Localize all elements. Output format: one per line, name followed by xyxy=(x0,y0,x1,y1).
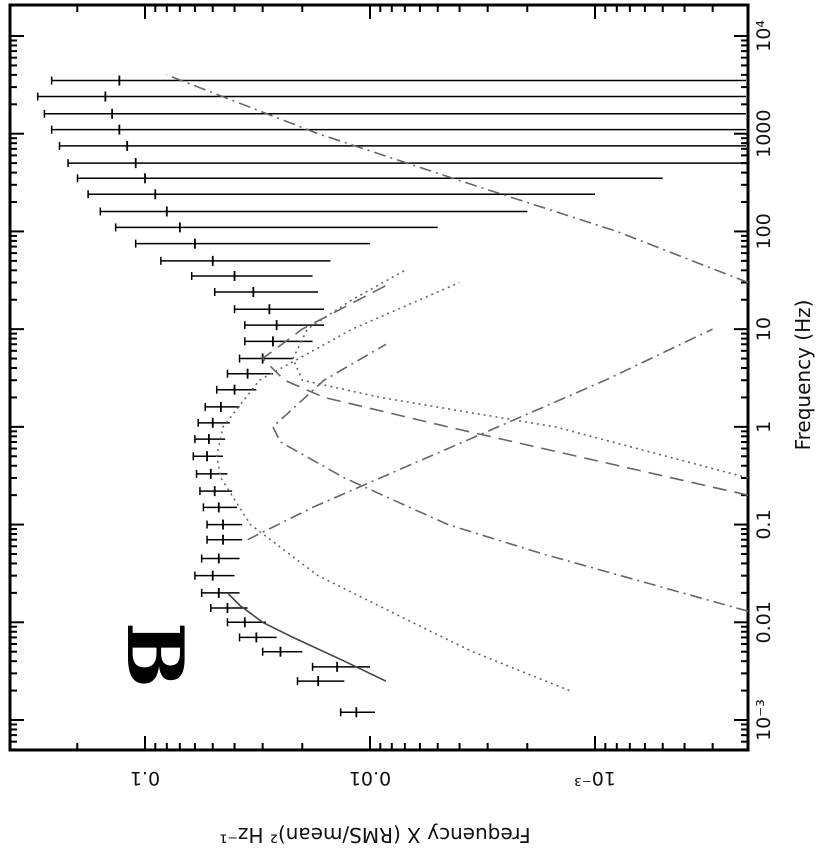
model-curve-dotted xyxy=(215,281,570,692)
model-curve-dash-dot xyxy=(166,74,749,284)
x-axis-title: Frequency (Hz) xyxy=(791,300,815,451)
x-tick-label: 10⁴ xyxy=(753,20,775,52)
data-layer xyxy=(36,75,746,718)
model-curve-dash-dot xyxy=(247,328,713,541)
y-axis-title: Frequency X (RMS/mean)² Hz⁻¹ xyxy=(219,823,530,847)
model-curve-dashed xyxy=(261,281,749,496)
x-tick-label: 0.1 xyxy=(753,509,775,539)
y-tick-label: 10⁻³ xyxy=(574,767,616,789)
frequency-axis-ticks: 10⁻³ 0.01 0.1 1 10 100 1000 10⁴ xyxy=(10,20,775,751)
model-curve-dash-dot xyxy=(271,343,749,612)
x-tick-label: 0.01 xyxy=(753,601,775,643)
x-tick-label: 10 xyxy=(753,317,775,341)
panel-label: B xyxy=(109,622,200,688)
y-tick-label: 0.01 xyxy=(349,767,391,789)
x-tick-label: 10⁻³ xyxy=(753,699,775,741)
labels-layer: B Frequency (Hz) Frequency X (RMS/mean)²… xyxy=(109,300,815,847)
plot-border xyxy=(8,3,750,752)
model-layer xyxy=(166,74,749,692)
model-curve-solid xyxy=(226,592,387,682)
x-tick-label: 1000 xyxy=(753,110,775,158)
plot-frame xyxy=(8,3,750,752)
y-tick-label: 0.1 xyxy=(130,767,160,789)
power-axis-ticks: 10⁻³ 0.01 0.1 xyxy=(76,5,714,789)
model-curve-dotted xyxy=(292,269,749,479)
x-tick-label: 1 xyxy=(753,421,775,433)
x-tick-label: 100 xyxy=(753,213,775,249)
